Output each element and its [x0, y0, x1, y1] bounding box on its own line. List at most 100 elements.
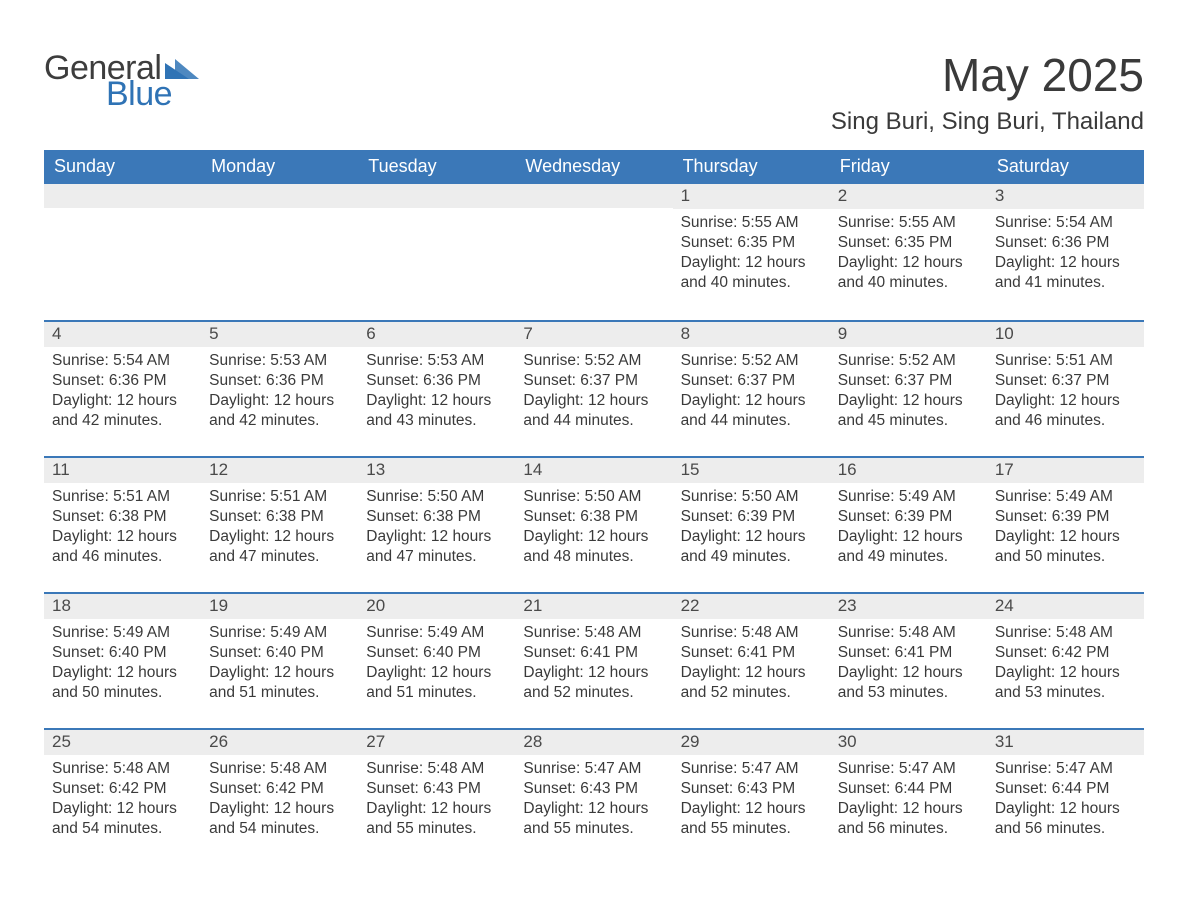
calendar-grid: SundayMondayTuesdayWednesdayThursdayFrid… — [44, 150, 1144, 864]
day-cell: 28Sunrise: 5:47 AMSunset: 6:43 PMDayligh… — [515, 730, 672, 864]
day-details: Sunrise: 5:47 AMSunset: 6:43 PMDaylight:… — [673, 755, 830, 848]
day-cell: 17Sunrise: 5:49 AMSunset: 6:39 PMDayligh… — [987, 458, 1144, 592]
daylight-text: Daylight: 12 hours and 51 minutes. — [366, 663, 507, 703]
day-number: 12 — [201, 458, 358, 483]
sunrise-text: Sunrise: 5:47 AM — [681, 759, 822, 779]
day-details: Sunrise: 5:48 AMSunset: 6:42 PMDaylight:… — [201, 755, 358, 848]
day-cell: 15Sunrise: 5:50 AMSunset: 6:39 PMDayligh… — [673, 458, 830, 592]
day-number: 3 — [987, 184, 1144, 209]
week-row: 18Sunrise: 5:49 AMSunset: 6:40 PMDayligh… — [44, 592, 1144, 728]
sunrise-text: Sunrise: 5:49 AM — [838, 487, 979, 507]
daylight-text: Daylight: 12 hours and 44 minutes. — [681, 391, 822, 431]
day-number: 2 — [830, 184, 987, 209]
sunrise-text: Sunrise: 5:48 AM — [209, 759, 350, 779]
sunset-text: Sunset: 6:36 PM — [995, 233, 1136, 253]
sunset-text: Sunset: 6:41 PM — [838, 643, 979, 663]
sunset-text: Sunset: 6:36 PM — [209, 371, 350, 391]
day-details: Sunrise: 5:50 AMSunset: 6:38 PMDaylight:… — [515, 483, 672, 576]
day-details: Sunrise: 5:48 AMSunset: 6:42 PMDaylight:… — [44, 755, 201, 848]
daylight-text: Daylight: 12 hours and 44 minutes. — [523, 391, 664, 431]
day-number: 14 — [515, 458, 672, 483]
daylight-text: Daylight: 12 hours and 46 minutes. — [52, 527, 193, 567]
daylight-text: Daylight: 12 hours and 52 minutes. — [523, 663, 664, 703]
daylight-text: Daylight: 12 hours and 46 minutes. — [995, 391, 1136, 431]
day-number: 9 — [830, 322, 987, 347]
daylight-text: Daylight: 12 hours and 56 minutes. — [995, 799, 1136, 839]
day-number: 1 — [673, 184, 830, 209]
weekday-header: Monday — [201, 150, 358, 184]
day-number: 19 — [201, 594, 358, 619]
sunrise-text: Sunrise: 5:54 AM — [995, 213, 1136, 233]
sunset-text: Sunset: 6:38 PM — [523, 507, 664, 527]
day-number: 30 — [830, 730, 987, 755]
day-details: Sunrise: 5:51 AMSunset: 6:38 PMDaylight:… — [201, 483, 358, 576]
day-details: Sunrise: 5:49 AMSunset: 6:40 PMDaylight:… — [201, 619, 358, 712]
day-details: Sunrise: 5:49 AMSunset: 6:39 PMDaylight:… — [987, 483, 1144, 576]
day-number: 29 — [673, 730, 830, 755]
daylight-text: Daylight: 12 hours and 50 minutes. — [52, 663, 193, 703]
day-number — [515, 184, 672, 208]
day-cell — [358, 184, 515, 320]
day-number — [201, 184, 358, 208]
day-cell: 7Sunrise: 5:52 AMSunset: 6:37 PMDaylight… — [515, 322, 672, 456]
day-cell: 10Sunrise: 5:51 AMSunset: 6:37 PMDayligh… — [987, 322, 1144, 456]
daylight-text: Daylight: 12 hours and 51 minutes. — [209, 663, 350, 703]
day-details: Sunrise: 5:55 AMSunset: 6:35 PMDaylight:… — [673, 209, 830, 302]
day-cell — [515, 184, 672, 320]
day-details: Sunrise: 5:49 AMSunset: 6:39 PMDaylight:… — [830, 483, 987, 576]
day-number: 18 — [44, 594, 201, 619]
weekday-header: Thursday — [673, 150, 830, 184]
day-cell: 12Sunrise: 5:51 AMSunset: 6:38 PMDayligh… — [201, 458, 358, 592]
day-details: Sunrise: 5:54 AMSunset: 6:36 PMDaylight:… — [44, 347, 201, 440]
daylight-text: Daylight: 12 hours and 53 minutes. — [995, 663, 1136, 703]
day-cell: 29Sunrise: 5:47 AMSunset: 6:43 PMDayligh… — [673, 730, 830, 864]
location-text: Sing Buri, Sing Buri, Thailand — [831, 108, 1144, 136]
sunrise-text: Sunrise: 5:49 AM — [995, 487, 1136, 507]
day-cell: 2Sunrise: 5:55 AMSunset: 6:35 PMDaylight… — [830, 184, 987, 320]
daylight-text: Daylight: 12 hours and 48 minutes. — [523, 527, 664, 567]
day-number: 7 — [515, 322, 672, 347]
day-cell: 26Sunrise: 5:48 AMSunset: 6:42 PMDayligh… — [201, 730, 358, 864]
sunrise-text: Sunrise: 5:47 AM — [523, 759, 664, 779]
daylight-text: Daylight: 12 hours and 40 minutes. — [681, 253, 822, 293]
day-cell: 18Sunrise: 5:49 AMSunset: 6:40 PMDayligh… — [44, 594, 201, 728]
sunset-text: Sunset: 6:38 PM — [366, 507, 507, 527]
day-number: 31 — [987, 730, 1144, 755]
day-cell: 22Sunrise: 5:48 AMSunset: 6:41 PMDayligh… — [673, 594, 830, 728]
sunset-text: Sunset: 6:39 PM — [995, 507, 1136, 527]
day-cell — [201, 184, 358, 320]
daylight-text: Daylight: 12 hours and 55 minutes. — [366, 799, 507, 839]
sunrise-text: Sunrise: 5:48 AM — [523, 623, 664, 643]
daylight-text: Daylight: 12 hours and 43 minutes. — [366, 391, 507, 431]
daylight-text: Daylight: 12 hours and 54 minutes. — [52, 799, 193, 839]
sunrise-text: Sunrise: 5:50 AM — [523, 487, 664, 507]
day-number: 26 — [201, 730, 358, 755]
day-number: 13 — [358, 458, 515, 483]
daylight-text: Daylight: 12 hours and 49 minutes. — [838, 527, 979, 567]
day-details: Sunrise: 5:53 AMSunset: 6:36 PMDaylight:… — [358, 347, 515, 440]
day-details: Sunrise: 5:52 AMSunset: 6:37 PMDaylight:… — [673, 347, 830, 440]
daylight-text: Daylight: 12 hours and 49 minutes. — [681, 527, 822, 567]
sunset-text: Sunset: 6:44 PM — [838, 779, 979, 799]
daylight-text: Daylight: 12 hours and 41 minutes. — [995, 253, 1136, 293]
day-cell: 14Sunrise: 5:50 AMSunset: 6:38 PMDayligh… — [515, 458, 672, 592]
sunrise-text: Sunrise: 5:50 AM — [366, 487, 507, 507]
daylight-text: Daylight: 12 hours and 45 minutes. — [838, 391, 979, 431]
month-title: May 2025 — [831, 48, 1144, 102]
day-details: Sunrise: 5:51 AMSunset: 6:38 PMDaylight:… — [44, 483, 201, 576]
sunrise-text: Sunrise: 5:52 AM — [523, 351, 664, 371]
sunrise-text: Sunrise: 5:47 AM — [995, 759, 1136, 779]
weekday-header: Wednesday — [515, 150, 672, 184]
weekday-header: Sunday — [44, 150, 201, 184]
day-cell: 27Sunrise: 5:48 AMSunset: 6:43 PMDayligh… — [358, 730, 515, 864]
sunset-text: Sunset: 6:42 PM — [52, 779, 193, 799]
sunset-text: Sunset: 6:35 PM — [838, 233, 979, 253]
daylight-text: Daylight: 12 hours and 54 minutes. — [209, 799, 350, 839]
day-cell: 8Sunrise: 5:52 AMSunset: 6:37 PMDaylight… — [673, 322, 830, 456]
sunset-text: Sunset: 6:38 PM — [52, 507, 193, 527]
sunrise-text: Sunrise: 5:49 AM — [52, 623, 193, 643]
day-details: Sunrise: 5:47 AMSunset: 6:44 PMDaylight:… — [830, 755, 987, 848]
sunset-text: Sunset: 6:36 PM — [366, 371, 507, 391]
day-cell: 5Sunrise: 5:53 AMSunset: 6:36 PMDaylight… — [201, 322, 358, 456]
day-details: Sunrise: 5:50 AMSunset: 6:38 PMDaylight:… — [358, 483, 515, 576]
